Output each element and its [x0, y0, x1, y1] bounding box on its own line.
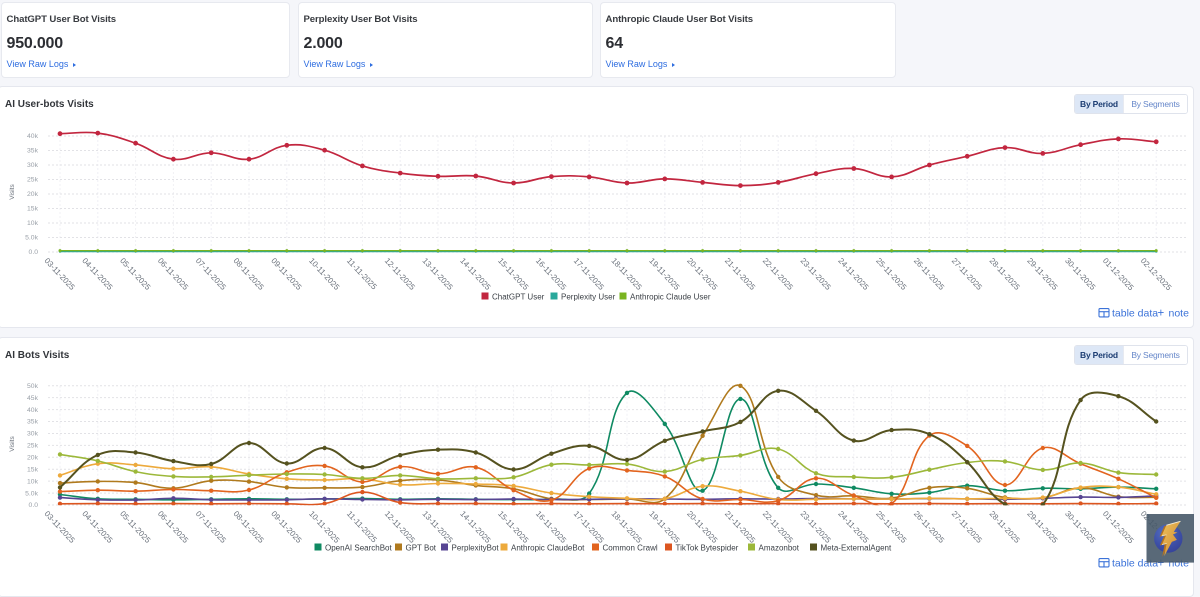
svg-text:14-11-2025: 14-11-2025	[458, 509, 492, 545]
svg-text:22-11-2025: 22-11-2025	[761, 509, 795, 545]
svg-text:19-11-2025: 19-11-2025	[647, 509, 681, 545]
svg-text:20k: 20k	[27, 455, 39, 462]
svg-text:23-11-2025: 23-11-2025	[799, 256, 833, 292]
svg-text:Meta-ExternalAgent: Meta-ExternalAgent	[821, 544, 892, 553]
svg-text:28-11-2025: 28-11-2025	[988, 256, 1022, 292]
svg-text:table data: table data	[1112, 308, 1158, 320]
svg-text:25-11-2025: 25-11-2025	[874, 256, 908, 292]
svg-text:50k: 50k	[27, 383, 39, 390]
svg-text:20-11-2025: 20-11-2025	[685, 509, 719, 545]
svg-text:09-11-2025: 09-11-2025	[269, 509, 303, 545]
svg-text:24-11-2025: 24-11-2025	[836, 256, 870, 292]
svg-text:13-11-2025: 13-11-2025	[421, 256, 455, 292]
svg-text:07-11-2025: 07-11-2025	[194, 509, 228, 545]
svg-text:15k: 15k	[27, 206, 39, 213]
svg-text:20k: 20k	[27, 191, 39, 198]
svg-text:30-11-2025: 30-11-2025	[1063, 256, 1097, 292]
svg-text:Anthropic Claude User: Anthropic Claude User	[630, 293, 711, 302]
svg-text:30k: 30k	[27, 162, 39, 169]
svg-text:12-11-2025: 12-11-2025	[383, 509, 417, 545]
svg-text:21-11-2025: 21-11-2025	[723, 509, 757, 545]
svg-text:5.0k: 5.0k	[25, 235, 38, 242]
svg-text:04-11-2025: 04-11-2025	[80, 509, 114, 545]
svg-text:5.0k: 5.0k	[25, 490, 38, 497]
svg-text:0.0: 0.0	[29, 249, 39, 256]
svg-text:11-11-2025: 11-11-2025	[345, 256, 379, 292]
svg-text:10-11-2025: 10-11-2025	[307, 509, 341, 545]
svg-text:11-11-2025: 11-11-2025	[345, 509, 379, 545]
svg-text:17-11-2025: 17-11-2025	[572, 509, 606, 545]
svg-text:20-11-2025: 20-11-2025	[685, 256, 719, 292]
svg-text:Visits: Visits	[9, 184, 16, 200]
svg-text:18-11-2025: 18-11-2025	[610, 509, 644, 545]
svg-text:10k: 10k	[27, 220, 39, 227]
svg-text:Common Crawl: Common Crawl	[603, 544, 658, 553]
svg-text:06-11-2025: 06-11-2025	[156, 509, 190, 545]
svg-text:18-11-2025: 18-11-2025	[610, 256, 644, 292]
svg-text:40k: 40k	[27, 407, 39, 414]
svg-text:10k: 10k	[27, 478, 39, 485]
svg-text:TikTok Bytespider: TikTok Bytespider	[676, 544, 739, 553]
svg-text:29-11-2025: 29-11-2025	[1025, 509, 1059, 545]
svg-text:06-11-2025: 06-11-2025	[156, 256, 190, 292]
svg-text:15-11-2025: 15-11-2025	[496, 256, 530, 292]
svg-text:28-11-2025: 28-11-2025	[988, 509, 1022, 545]
svg-text:25-11-2025: 25-11-2025	[874, 509, 908, 545]
svg-text:30k: 30k	[27, 431, 39, 438]
svg-text:15k: 15k	[27, 466, 39, 473]
svg-text:19-11-2025: 19-11-2025	[647, 256, 681, 292]
svg-text:08-11-2025: 08-11-2025	[232, 256, 266, 292]
svg-text:26-11-2025: 26-11-2025	[912, 256, 946, 292]
svg-text:30-11-2025: 30-11-2025	[1063, 509, 1097, 545]
svg-text:14-11-2025: 14-11-2025	[458, 256, 492, 292]
svg-text:ChatGPT User: ChatGPT User	[492, 293, 545, 302]
svg-text:02-12-2025: 02-12-2025	[1139, 256, 1174, 292]
svg-text:21-11-2025: 21-11-2025	[723, 256, 757, 292]
svg-text:Amazonbot: Amazonbot	[759, 544, 800, 553]
svg-text:29-11-2025: 29-11-2025	[1025, 256, 1059, 292]
svg-text:0.0: 0.0	[29, 502, 39, 509]
svg-text:27-11-2025: 27-11-2025	[950, 509, 984, 545]
svg-text:note: note	[1169, 308, 1190, 320]
svg-text:OpenAI SearchBot: OpenAI SearchBot	[325, 544, 392, 553]
svg-text:16-11-2025: 16-11-2025	[534, 256, 568, 292]
svg-text:09-11-2025: 09-11-2025	[269, 256, 303, 292]
svg-text:07-11-2025: 07-11-2025	[194, 256, 228, 292]
svg-text:+: +	[1158, 558, 1165, 570]
svg-text:35k: 35k	[27, 419, 39, 426]
svg-text:PerplexityBot: PerplexityBot	[452, 544, 500, 553]
svg-text:35k: 35k	[27, 148, 39, 155]
svg-text:08-11-2025: 08-11-2025	[232, 509, 266, 545]
svg-text:10-11-2025: 10-11-2025	[307, 256, 341, 292]
svg-text:17-11-2025: 17-11-2025	[572, 256, 606, 292]
svg-text:45k: 45k	[27, 395, 39, 402]
svg-text:Visits: Visits	[9, 436, 16, 452]
svg-text:12-11-2025: 12-11-2025	[383, 256, 417, 292]
svg-text:01-12-2025: 01-12-2025	[1101, 509, 1136, 545]
svg-text:GPT Bot: GPT Bot	[406, 544, 437, 553]
svg-text:03-11-2025: 03-11-2025	[43, 509, 77, 545]
svg-text:40k: 40k	[27, 133, 39, 140]
svg-text:15-11-2025: 15-11-2025	[496, 509, 530, 545]
svg-text:+: +	[1158, 308, 1165, 320]
svg-text:Anthropic ClaudeBot: Anthropic ClaudeBot	[511, 544, 585, 553]
svg-text:22-11-2025: 22-11-2025	[761, 256, 795, 292]
svg-text:05-11-2025: 05-11-2025	[118, 256, 152, 292]
svg-text:Perplexity User: Perplexity User	[561, 293, 616, 302]
svg-text:23-11-2025: 23-11-2025	[799, 509, 833, 545]
svg-text:03-11-2025: 03-11-2025	[43, 256, 77, 292]
svg-text:16-11-2025: 16-11-2025	[534, 509, 568, 545]
svg-text:27-11-2025: 27-11-2025	[950, 256, 984, 292]
svg-text:24-11-2025: 24-11-2025	[836, 509, 870, 545]
svg-text:01-12-2025: 01-12-2025	[1101, 256, 1136, 292]
svg-text:25k: 25k	[27, 177, 39, 184]
svg-text:26-11-2025: 26-11-2025	[912, 509, 946, 545]
svg-text:05-11-2025: 05-11-2025	[118, 509, 152, 545]
svg-text:04-11-2025: 04-11-2025	[80, 256, 114, 292]
svg-text:25k: 25k	[27, 443, 39, 450]
svg-text:13-11-2025: 13-11-2025	[421, 509, 455, 545]
